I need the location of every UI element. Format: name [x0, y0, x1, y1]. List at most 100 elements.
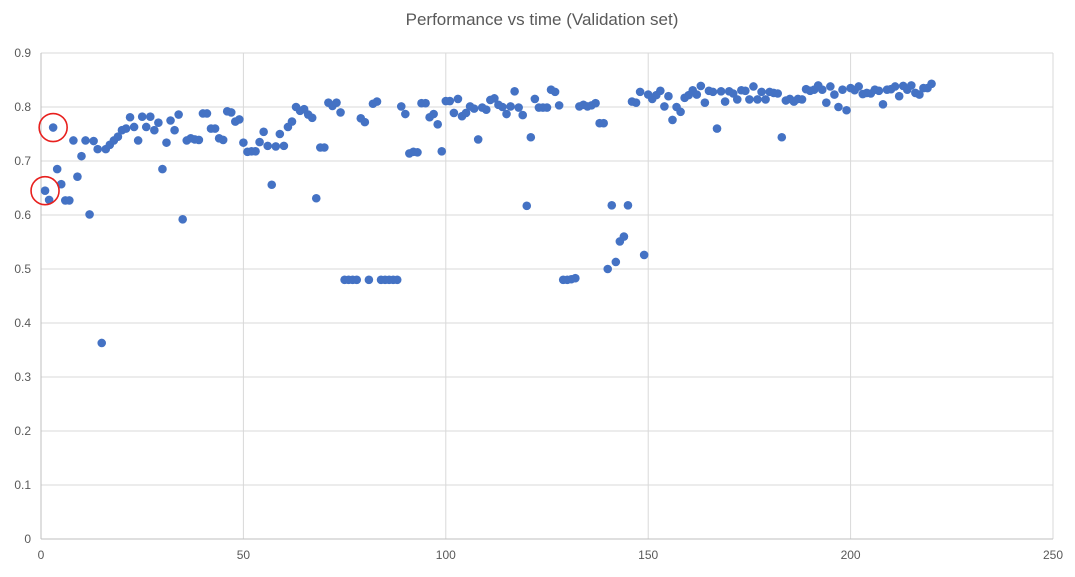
data-point: [429, 109, 438, 119]
data-point: [449, 108, 459, 118]
data-point: [817, 85, 827, 95]
data-point: [757, 87, 766, 97]
data-point: [275, 129, 285, 139]
data-point: [364, 275, 374, 285]
data-point: [741, 86, 750, 96]
data-point: [591, 98, 600, 108]
data-point: [490, 94, 499, 103]
data-point: [421, 98, 430, 108]
data-point: [150, 125, 159, 135]
x-tick-label: 150: [638, 548, 658, 562]
data-point: [73, 172, 82, 181]
y-tick-label: 0.5: [14, 262, 31, 276]
data-point: [125, 112, 135, 122]
data-point: [510, 87, 519, 96]
data-point: [676, 107, 685, 117]
data-point: [401, 109, 410, 119]
data-point: [526, 132, 536, 142]
data-point: [720, 97, 730, 106]
data-point: [178, 215, 187, 224]
data-point: [279, 141, 289, 151]
y-tick-label: 0.3: [14, 370, 31, 384]
data-point: [113, 132, 123, 141]
data-point: [854, 82, 863, 91]
data-point: [599, 118, 608, 128]
data-point: [121, 124, 131, 133]
data-point: [498, 102, 507, 112]
data-point: [611, 257, 621, 267]
x-tick-label: 200: [841, 548, 861, 562]
annotation-layer: [30, 112, 68, 206]
chart-title: Performance vs time (Validation set): [406, 10, 679, 29]
data-point: [777, 132, 787, 142]
data-point: [287, 117, 297, 126]
data-point: [174, 110, 183, 119]
data-point: [239, 138, 248, 147]
data-point: [773, 89, 783, 98]
x-tick-label: 50: [237, 548, 251, 562]
data-point: [664, 91, 673, 101]
data-point: [461, 108, 471, 118]
data-point: [307, 113, 317, 123]
data-point: [271, 142, 281, 151]
data-points: [40, 79, 936, 348]
data-point: [320, 143, 329, 152]
y-tick-label: 0.9: [14, 46, 31, 60]
data-point: [571, 273, 580, 283]
data-point: [52, 164, 62, 174]
data-point: [639, 250, 649, 260]
data-point: [842, 105, 851, 115]
data-point: [141, 122, 151, 132]
data-point: [506, 102, 515, 111]
y-tick-label: 0.2: [14, 424, 31, 438]
x-tick-label: 100: [436, 548, 456, 562]
data-point: [554, 101, 564, 110]
x-tick-label: 0: [38, 548, 45, 562]
data-point: [445, 96, 455, 106]
data-point: [396, 102, 406, 111]
data-point: [745, 95, 754, 104]
data-point: [692, 90, 702, 99]
data-point: [894, 91, 904, 101]
data-point: [518, 110, 528, 120]
data-point: [874, 86, 884, 96]
data-point: [194, 135, 204, 145]
annotation-circle: [38, 112, 68, 143]
data-point: [392, 275, 402, 285]
data-point: [210, 124, 220, 133]
data-point: [202, 109, 212, 118]
data-point: [890, 82, 900, 91]
annotation-circle: [30, 175, 60, 206]
data-point: [145, 112, 155, 122]
data-point: [514, 103, 523, 112]
y-tick-label: 0.7: [14, 154, 31, 168]
data-point: [154, 118, 163, 127]
data-point: [158, 164, 167, 174]
data-point: [522, 201, 532, 211]
data-point: [826, 82, 835, 91]
data-point: [129, 122, 139, 132]
data-point: [656, 86, 665, 96]
data-point: [550, 87, 560, 97]
data-point: [530, 94, 540, 104]
data-point: [542, 103, 552, 112]
data-point: [69, 136, 78, 145]
data-point: [696, 81, 706, 91]
data-point: [708, 87, 718, 97]
data-point: [761, 95, 770, 104]
data-point: [218, 135, 228, 145]
data-point: [603, 264, 613, 274]
data-point: [226, 108, 236, 117]
data-point: [360, 117, 370, 127]
data-point: [660, 102, 669, 111]
data-point: [631, 98, 641, 107]
data-point: [838, 85, 847, 95]
data-point: [133, 136, 143, 145]
data-point: [433, 119, 443, 129]
data-point: [834, 102, 843, 112]
data-point: [878, 100, 888, 109]
data-point: [44, 195, 54, 205]
data-point: [700, 98, 710, 107]
